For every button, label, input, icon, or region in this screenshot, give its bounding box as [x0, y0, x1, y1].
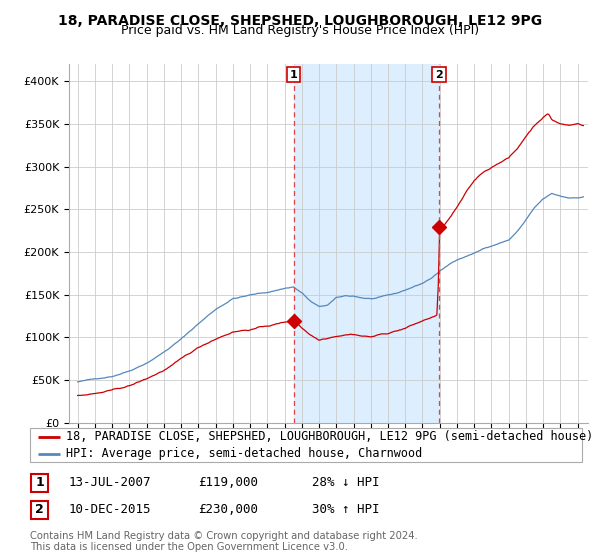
Text: 18, PARADISE CLOSE, SHEPSHED, LOUGHBOROUGH, LE12 9PG (semi-detached house): 18, PARADISE CLOSE, SHEPSHED, LOUGHBOROU… [66, 430, 593, 444]
Text: 30% ↑ HPI: 30% ↑ HPI [312, 503, 380, 516]
Bar [294, 64, 439, 423]
Text: 2: 2 [35, 503, 44, 516]
Text: 13-JUL-2007: 13-JUL-2007 [69, 476, 151, 489]
FancyBboxPatch shape [31, 501, 48, 519]
Text: 1: 1 [35, 476, 44, 489]
Text: £119,000: £119,000 [198, 476, 258, 489]
Text: 10-DEC-2015: 10-DEC-2015 [69, 503, 151, 516]
Text: 18, PARADISE CLOSE, SHEPSHED, LOUGHBOROUGH, LE12 9PG: 18, PARADISE CLOSE, SHEPSHED, LOUGHBOROU… [58, 14, 542, 28]
Text: Price paid vs. HM Land Registry's House Price Index (HPI): Price paid vs. HM Land Registry's House … [121, 24, 479, 36]
FancyBboxPatch shape [30, 428, 582, 462]
Text: HPI: Average price, semi-detached house, Charnwood: HPI: Average price, semi-detached house,… [66, 447, 422, 460]
Text: Contains HM Land Registry data © Crown copyright and database right 2024.
This d: Contains HM Land Registry data © Crown c… [30, 531, 418, 553]
Text: 1: 1 [290, 69, 298, 80]
Text: 2: 2 [435, 69, 443, 80]
Text: £230,000: £230,000 [198, 503, 258, 516]
Text: 28% ↓ HPI: 28% ↓ HPI [312, 476, 380, 489]
FancyBboxPatch shape [31, 474, 48, 492]
